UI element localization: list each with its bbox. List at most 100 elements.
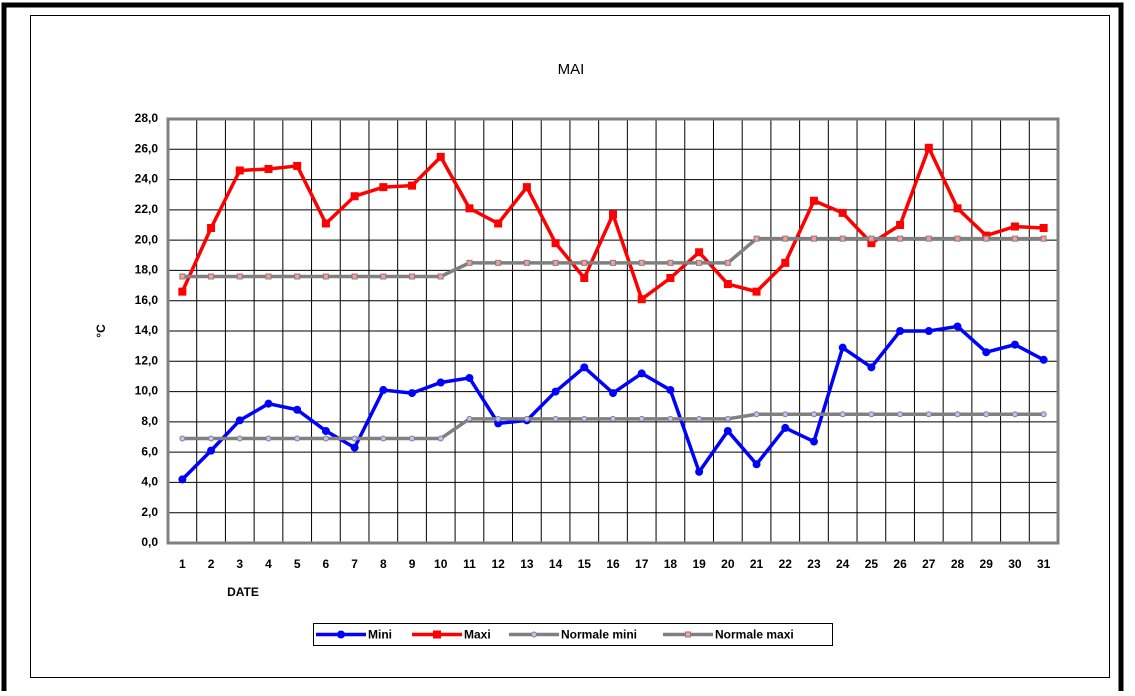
marker: [179, 273, 186, 280]
x-tick-label: 20: [721, 557, 735, 571]
marker: [782, 235, 789, 242]
marker: [609, 210, 617, 219]
legend-label: Normale maxi: [715, 628, 794, 642]
marker: [179, 435, 186, 442]
marker: [322, 435, 329, 442]
marker: [466, 259, 473, 266]
x-tick-label: 3: [236, 557, 243, 571]
marker: [495, 259, 502, 266]
marker: [867, 363, 876, 372]
marker: [810, 411, 817, 418]
marker: [638, 259, 645, 266]
marker: [551, 239, 560, 248]
marker: [265, 273, 272, 280]
chart-title: MAI: [558, 61, 585, 78]
marker: [433, 630, 441, 639]
x-tick-label: 2: [208, 557, 215, 571]
y-tick-label: 10,0: [135, 384, 159, 398]
marker: [465, 373, 474, 382]
marker: [897, 235, 904, 242]
marker: [293, 161, 302, 170]
x-tick-label: 13: [520, 557, 534, 571]
x-tick-label: 17: [635, 557, 649, 571]
marker: [685, 631, 691, 638]
marker: [695, 248, 704, 257]
marker: [953, 204, 962, 213]
y-tick-label: 26,0: [135, 141, 159, 155]
marker: [667, 259, 674, 266]
outer-frame: [1, 2, 1124, 691]
marker: [293, 405, 302, 414]
marker: [753, 411, 760, 418]
x-tick-label: 28: [951, 557, 965, 571]
marker: [637, 295, 646, 304]
marker: [752, 287, 761, 296]
marker: [581, 259, 588, 266]
y-tick-label: 18,0: [135, 263, 159, 277]
marker: [1039, 224, 1048, 233]
marker: [350, 192, 359, 201]
series: [178, 143, 1048, 484]
x-tick-label: 7: [351, 557, 358, 571]
x-tick-label: 21: [750, 557, 764, 571]
y-tick-label: 20,0: [135, 232, 159, 246]
marker: [207, 446, 216, 455]
legend-items: Mini Maxi Normale mini Normale maxi: [316, 628, 794, 642]
marker: [551, 387, 560, 396]
marker: [580, 274, 589, 282]
marker: [1040, 411, 1047, 418]
y-tick-label: 4,0: [141, 475, 158, 489]
y-axis-label: °C: [94, 324, 108, 338]
marker: [839, 235, 846, 242]
marker: [522, 183, 531, 192]
x-tick-label: 5: [294, 557, 301, 571]
plot-border: [166, 117, 1060, 545]
marker: [321, 219, 330, 228]
marker: [868, 235, 875, 242]
legend-label: Maxi: [464, 628, 491, 642]
marker: [265, 435, 272, 442]
x-tick-label: 24: [836, 557, 850, 571]
marker: [321, 426, 330, 435]
marker: [379, 183, 388, 192]
x-tick-label: 18: [664, 557, 678, 571]
marker: [781, 258, 790, 267]
marker: [896, 327, 905, 335]
legend-label: Mini: [368, 628, 392, 642]
marker: [236, 435, 243, 442]
marker: [552, 415, 559, 422]
marker: [178, 475, 187, 484]
y-tick-label: 8,0: [141, 414, 158, 428]
x-tick-label: 16: [606, 557, 620, 571]
marker: [379, 386, 388, 395]
marker: [868, 411, 875, 418]
marker: [351, 435, 358, 442]
marker: [696, 259, 703, 266]
y-tick-label: 2,0: [141, 505, 158, 519]
marker: [294, 273, 301, 280]
x-tick-label: 14: [549, 557, 563, 571]
x-tick-label: 6: [323, 557, 330, 571]
marker: [1011, 235, 1018, 242]
x-tick-label: 23: [807, 557, 821, 571]
marker: [609, 389, 617, 398]
marker: [838, 208, 847, 217]
marker: [235, 416, 244, 425]
marker: [1039, 355, 1048, 364]
marker: [610, 259, 616, 266]
marker: [723, 426, 732, 435]
marker: [494, 219, 503, 228]
marker: [724, 259, 731, 266]
marker: [954, 235, 961, 242]
marker: [666, 274, 675, 282]
marker: [495, 415, 502, 422]
marker: [924, 143, 933, 152]
marker: [531, 631, 537, 638]
legend: [313, 623, 833, 646]
marker: [465, 204, 474, 213]
marker: [1010, 340, 1019, 349]
x-tick-label: 4: [265, 557, 272, 571]
marker: [409, 435, 416, 442]
marker: [896, 221, 905, 229]
